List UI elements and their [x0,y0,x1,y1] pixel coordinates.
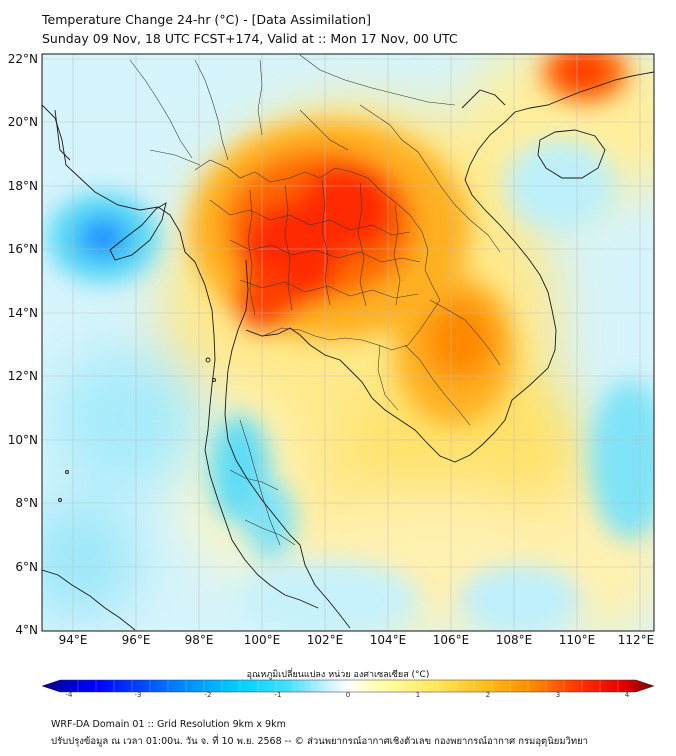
colorbar-tick: 0 [345,691,351,699]
lat-label: 20°N [7,115,38,129]
footer-credit: ปรับปรุงข้อมูล ณ เวลา 01:00น. วัน จ. ที่… [51,736,589,747]
lon-label: 104°E [369,633,407,647]
colorbar [41,679,655,693]
lat-label: 8°N [15,496,38,510]
lon-label: 112°E [617,633,655,647]
colorbar-title: อุณหภูมิเปลี่ยนแปลง หน่วย องศาเซลเซียส (… [246,670,430,680]
lon-label: 100°E [243,633,281,647]
lon-label: 110°E [558,633,596,647]
footer-model-info: WRF-DA Domain 01 :: Grid Resolution 9km … [51,719,286,730]
colorbar-tick: 3 [555,691,561,699]
lat-label: 12°N [7,369,38,383]
lat-label: 22°N [7,52,38,66]
country-borders [129,54,501,546]
coastlines [42,71,654,631]
lon-label: 94°E [58,633,88,647]
lon-label: 102°E [306,633,344,647]
lon-label: 96°E [121,633,151,647]
lat-label: 10°N [7,433,38,447]
lat-label: 18°N [7,179,38,193]
lon-label: 108°E [495,633,533,647]
lat-label: 4°N [15,623,38,637]
colorbar-tick: -3 [134,691,142,699]
lat-label: 16°N [7,242,38,256]
map-subtitle: Sunday 09 Nov, 18 UTC FCST+174, Valid at… [42,31,458,46]
colorbar-tick: 4 [624,691,630,699]
colorbar-tick: -2 [204,691,212,699]
graticule [42,54,654,631]
lat-label: 14°N [7,306,38,320]
lon-label: 106°E [432,633,470,647]
temperature-field [42,54,654,631]
lon-label: 98°E [184,633,214,647]
colorbar-tick: 1 [415,691,421,699]
colorbar-tick: -1 [274,691,282,699]
lat-label: 6°N [15,560,38,574]
map-frame [41,53,655,632]
colorbar-tick: 2 [485,691,491,699]
map-title: Temperature Change 24-hr (°C) - [Data As… [42,12,371,27]
colorbar-tick: -4 [65,691,73,699]
